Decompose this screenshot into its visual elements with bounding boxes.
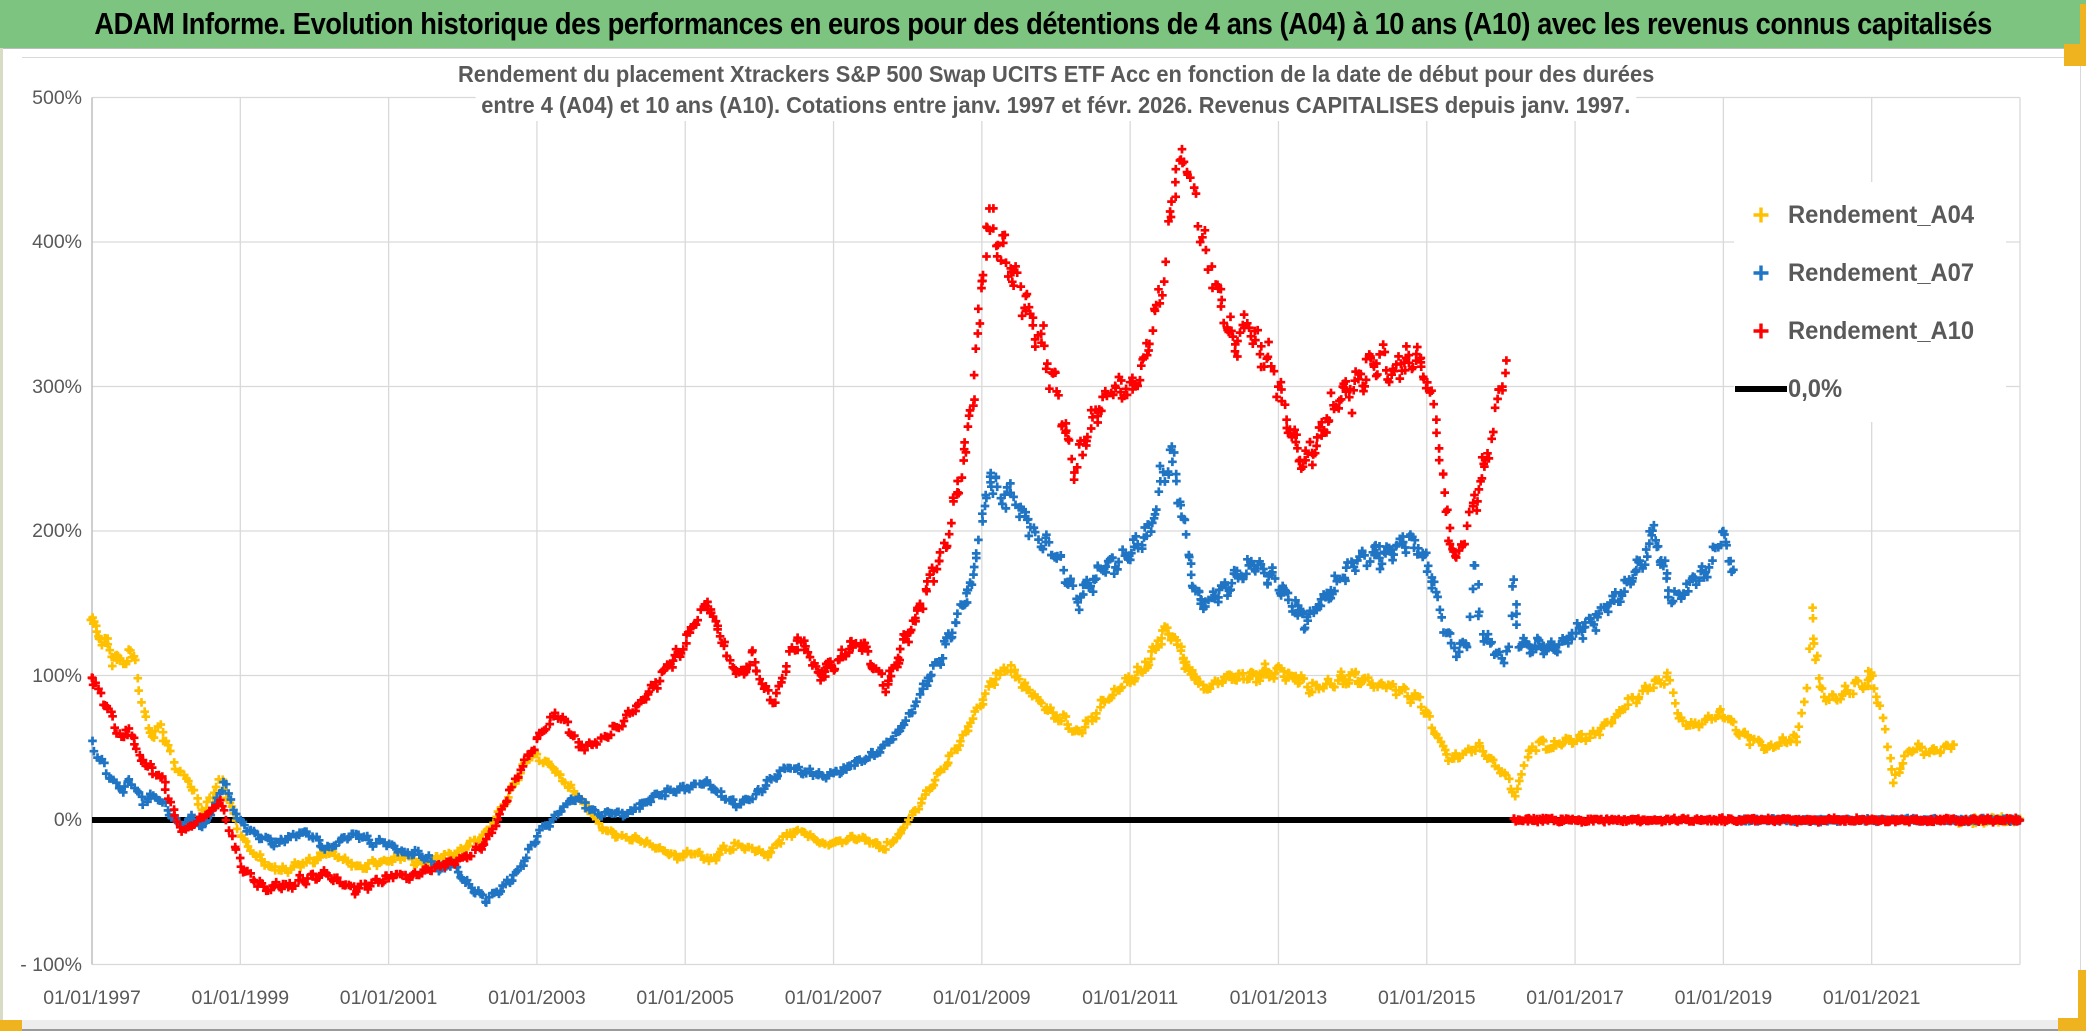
sheet-left-edge bbox=[0, 48, 3, 1031]
legend-item: Rendement_A04 bbox=[1734, 186, 2006, 244]
chart-subtitle-line2: entre 4 (A04) et 10 ans (A10). Cotations… bbox=[475, 90, 1637, 121]
x-axis-tick: 01/01/2005 bbox=[636, 987, 735, 1009]
legend-plus-marker-icon bbox=[1734, 263, 1788, 283]
y-axis-tick: 100% bbox=[32, 664, 82, 687]
y-axis-tick: 300% bbox=[32, 375, 82, 398]
chart-right-border bbox=[2080, 57, 2081, 1014]
chart-top-border bbox=[22, 57, 2080, 58]
series-rendement_a10-markers bbox=[87, 144, 2025, 899]
x-axis-tick: 01/01/2003 bbox=[488, 987, 586, 1009]
legend-plus-marker-icon bbox=[1734, 205, 1788, 225]
x-axis-tick: 01/01/2021 bbox=[1822, 987, 1921, 1009]
legend-label: Rendement_A04 bbox=[1788, 200, 1975, 229]
legend-label: 0,0% bbox=[1788, 374, 1843, 403]
legend-line-marker-icon bbox=[1734, 386, 1788, 392]
chart-subtitle-line1: Rendement du placement Xtrackers S&P 500… bbox=[452, 59, 1660, 90]
y-axis-tick: 200% bbox=[32, 520, 82, 542]
x-axis-tick: 01/01/2015 bbox=[1377, 987, 1476, 1009]
chart-subtitle: Rendement du placement Xtrackers S&P 500… bbox=[330, 59, 1782, 121]
x-axis-tick: 01/01/2019 bbox=[1674, 987, 1773, 1009]
legend-plus-marker-icon bbox=[1734, 321, 1788, 341]
y-axis-tick: - 100% bbox=[20, 953, 82, 976]
series-rendement_a04-markers bbox=[86, 603, 2025, 877]
x-axis-tick: 01/01/2013 bbox=[1229, 987, 1328, 1009]
legend-label: Rendement_A10 bbox=[1788, 316, 1975, 345]
legend: Rendement_A04 Rendement_A07 Rendement_A10 0… bbox=[1734, 182, 2006, 422]
series-rendement_a07-markers bbox=[88, 442, 2024, 907]
legend-label: Rendement_A07 bbox=[1788, 258, 1975, 287]
page-title: ADAM Informe. Evolution historique des p… bbox=[94, 6, 1992, 41]
legend-item: Rendement_A10 bbox=[1734, 302, 2006, 360]
gold-edge-top-right bbox=[2080, 4, 2086, 66]
y-axis-tick: 500% bbox=[32, 86, 82, 109]
x-axis-tick: 01/01/2011 bbox=[1082, 987, 1179, 1009]
legend-item: 0,0% bbox=[1734, 360, 2006, 418]
x-axis-tick: 01/01/2007 bbox=[784, 987, 883, 1009]
x-axis-tick: 01/01/2001 bbox=[339, 987, 438, 1009]
y-axis-tick: 400% bbox=[32, 231, 82, 253]
gold-handle-bottom-left bbox=[0, 1020, 22, 1031]
x-axis-tick: 01/01/1997 bbox=[43, 987, 141, 1009]
legend-item: Rendement_A07 bbox=[1734, 244, 2006, 302]
bottom-window-edge bbox=[0, 1020, 2086, 1031]
gold-handle-bottom-right bbox=[2058, 1018, 2086, 1031]
x-axis-tick: 01/01/2017 bbox=[1526, 987, 1624, 1009]
x-axis-tick: 01/01/1999 bbox=[191, 987, 290, 1009]
x-axis-tick: 01/01/2009 bbox=[933, 987, 1031, 1009]
y-axis-tick: 0% bbox=[53, 809, 82, 831]
title-bar: ADAM Informe. Evolution historique des p… bbox=[0, 0, 2086, 49]
gold-edge-bottom-right bbox=[2078, 970, 2086, 1031]
